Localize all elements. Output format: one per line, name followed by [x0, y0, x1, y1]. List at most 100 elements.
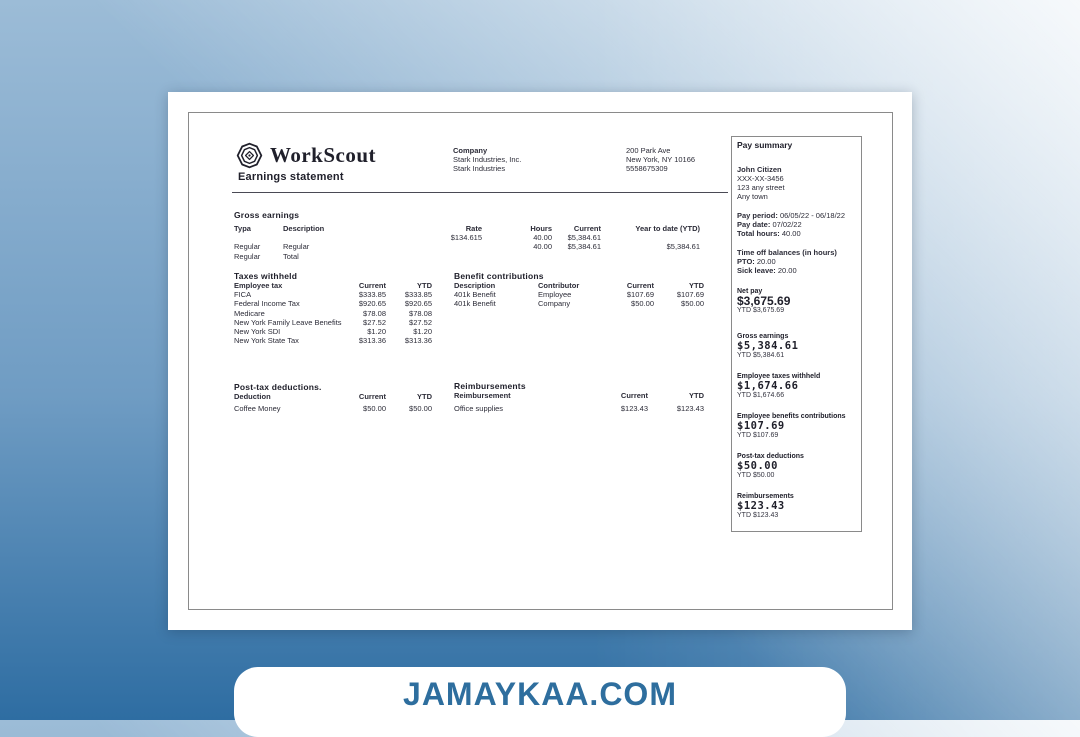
- col-header: Employee tax: [234, 281, 283, 290]
- table-row: New York State Tax $313.36 $313.36: [234, 336, 432, 346]
- employee-address-1: 123 any street: [737, 183, 785, 192]
- total-label: Reimbursements: [737, 493, 794, 500]
- col-header: Deduction: [234, 392, 271, 401]
- reimbursements-table: Reimbursement Current YTD Office supplie…: [454, 391, 704, 413]
- table-row: 401k Benefit Company $50.00 $50.00: [454, 299, 704, 309]
- total-label: Employee taxes withheld: [737, 373, 821, 380]
- gross-earnings-section: Gross earnings Typa Description Rate Hou…: [234, 210, 700, 261]
- table-row: Federal Income Tax $920.65 $920.65: [234, 299, 432, 309]
- pto-balance: PTO: 20.00: [737, 257, 776, 266]
- col-header: Year to date (YTD): [635, 224, 700, 233]
- taxes-withheld-table: Employee tax Current YTD FICA $333.85 $3…: [234, 281, 432, 345]
- sick-leave-balance: Sick leave: 20.00: [737, 266, 797, 275]
- col-header: Typa: [234, 224, 251, 233]
- total-label: Gross earnings: [737, 333, 789, 340]
- benefit-contributions-table: Description Contributor Current YTD 401k…: [454, 281, 704, 309]
- time-off-balances: Time off balances (in hours) PTO: 20.00 …: [737, 248, 856, 275]
- address-phone: 5558675309: [626, 164, 668, 173]
- pay-period-info: Pay period: 06/05/22 - 06/18/22 Pay date…: [737, 211, 856, 238]
- benefit-contributions-section: Benefit contributions Description Contri…: [454, 271, 704, 309]
- site-banner-text: JAMAYKAA.COM: [403, 676, 677, 712]
- table-header-row: Description Contributor Current YTD: [454, 281, 704, 290]
- total-label: Employee benefits contributions: [737, 413, 846, 420]
- col-header: Current: [620, 391, 648, 400]
- company-name: Stark Industries, Inc.: [453, 155, 522, 164]
- total-ytd: YTD $107.69: [737, 432, 779, 439]
- total-ytd: YTD $5,384.61: [737, 352, 785, 359]
- time-off-title: Time off balances (in hours): [737, 248, 837, 257]
- col-header: Hours: [530, 224, 552, 233]
- document-title: Earnings statement: [238, 171, 344, 183]
- col-header: Current: [573, 224, 601, 233]
- col-header: YTD: [417, 392, 432, 401]
- taxes-withheld-section: Taxes withheld Employee tax Current YTD …: [234, 271, 432, 345]
- table-header-row: Typa Description Rate Hours Current Year…: [234, 224, 700, 233]
- col-header: YTD: [689, 391, 704, 400]
- employee-address-2: Any town: [737, 192, 768, 201]
- address-line-2: New York, NY 10166: [626, 155, 696, 164]
- reimbursements-title: Reimbursements: [454, 381, 526, 391]
- taxes-withheld-title: Taxes withheld: [234, 271, 298, 281]
- employee-taxes-total: Employee taxes withheld $1,674.66 YTD $1…: [737, 372, 856, 400]
- workscout-logo-icon: [236, 142, 263, 169]
- total-ytd: YTD $3,675.69: [737, 307, 785, 314]
- post-tax-deductions-total: Post-tax deductions $50.00 YTD $50.00: [737, 452, 856, 480]
- employee-ssn: XXX-XX-3456: [737, 174, 784, 183]
- company-address: 200 Park Ave New York, NY 10166 55586753…: [626, 146, 695, 173]
- gross-earnings-total: Gross earnings $5,384.61 YTD $5,384.61: [737, 332, 856, 360]
- pay-summary-title: Pay summary: [737, 140, 793, 150]
- employee-info: John Citizen XXX-XX-3456 123 any street …: [737, 165, 856, 201]
- company-block: Company Stark Industries, Inc. Stark Ind…: [453, 146, 521, 173]
- col-header: Description: [283, 224, 325, 233]
- earnings-statement-page: WorkScout Earnings statement Company Sta…: [168, 92, 912, 630]
- total-ytd: YTD $50.00: [737, 472, 775, 479]
- post-tax-deductions-table: Deduction Current YTD Coffee Money $50.0…: [234, 392, 432, 413]
- pay-period: Pay period: 06/05/22 - 06/18/22: [737, 211, 845, 220]
- total-amount: $3,675.69: [737, 294, 791, 308]
- company-label: Company: [453, 146, 488, 155]
- col-header: YTD: [417, 281, 432, 290]
- title-divider: [232, 192, 728, 193]
- total-ytd: YTD $123.43: [737, 512, 779, 519]
- reimbursements-total: Reimbursements $123.43 YTD $123.43: [737, 492, 856, 520]
- col-header: Rate: [465, 224, 482, 233]
- total-label: Net pay: [737, 288, 763, 295]
- col-header: YTD: [689, 281, 704, 290]
- col-header: Description: [454, 281, 496, 290]
- brand-logo: WorkScout: [236, 142, 376, 169]
- gross-earnings-title: Gross earnings: [234, 210, 300, 220]
- pay-date: Pay date: 07/02/22: [737, 220, 802, 229]
- total-amount: $5,384.61: [737, 340, 799, 352]
- col-header: Current: [358, 392, 386, 401]
- table-row: Regular Regular 40.00 $5,384.61 $5,384.6…: [234, 242, 700, 252]
- post-tax-deductions-title: Post-tax deductions.: [234, 382, 322, 392]
- gross-earnings-table: Typa Description Rate Hours Current Year…: [234, 224, 700, 261]
- net-pay-total: Net pay $3,675.69 YTD $3,675.69: [737, 287, 856, 315]
- employee-name: John Citizen: [737, 165, 782, 174]
- table-row: Coffee Money $50.00 $50.00: [234, 404, 432, 414]
- total-hours: Total hours: 40.00: [737, 229, 801, 238]
- table-header-row: Reimbursement Current YTD: [454, 391, 704, 400]
- table-row: $134.615 40.00 $5,384.61: [450, 233, 601, 243]
- reimbursements-section: Reimbursements Reimbursement Current YTD…: [454, 381, 704, 413]
- table-row: Regular Total: [234, 251, 299, 261]
- col-header: Current: [626, 281, 654, 290]
- total-ytd: YTD $1,674.66: [737, 392, 785, 399]
- col-header: Reimbursement: [454, 391, 511, 400]
- address-line-1: 200 Park Ave: [626, 146, 671, 155]
- table-row: FICA $333.85 $333.85: [234, 290, 432, 300]
- total-label: Post-tax deductions: [737, 453, 804, 460]
- table-header-row: Deduction Current YTD: [234, 392, 432, 401]
- total-amount: $50.00: [737, 460, 778, 472]
- table-row: New York Family Leave Benefits $27.52 $2…: [234, 317, 432, 327]
- pay-summary-panel: Pay summary John Citizen XXX-XX-3456 123…: [731, 136, 862, 532]
- total-amount: $1,674.66: [737, 380, 799, 392]
- col-header: Contributor: [538, 281, 580, 290]
- table-row: 401k Benefit Employee $107.69 $107.69: [454, 290, 704, 300]
- brand-name: WorkScout: [270, 143, 377, 167]
- table-row: New York SDI $1.20 $1.20: [234, 327, 432, 337]
- benefit-contributions-title: Benefit contributions: [454, 271, 544, 281]
- table-header-row: Employee tax Current YTD: [234, 281, 432, 290]
- post-tax-deductions-section: Post-tax deductions. Deduction Current Y…: [234, 382, 432, 413]
- col-header: Current: [358, 281, 386, 290]
